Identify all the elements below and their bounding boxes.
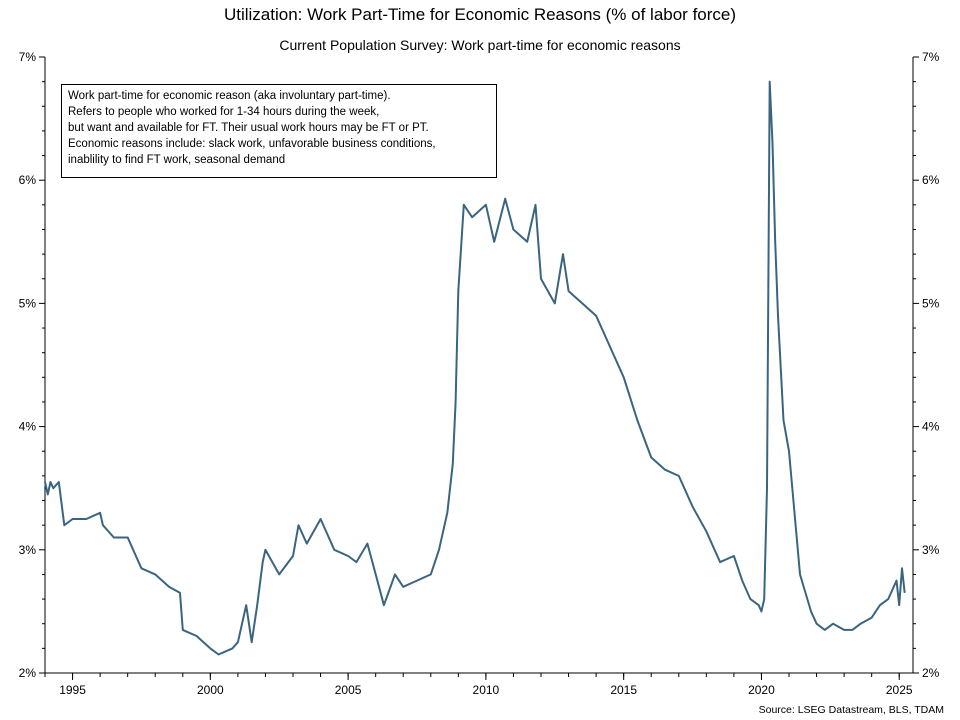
chart-ticks: 2% 2% 3% 3% 4% 4% 5% 5% 6% 6% 7% 7% 1995 2000 2005 2010… xyxy=(19,50,940,697)
annotation-line: Refers to people who worked for 1-34 hou… xyxy=(68,106,380,118)
series-line xyxy=(44,80,906,656)
annotation-line: but want and available for FT. Their usu… xyxy=(68,122,429,134)
x-tick-label: 1995 xyxy=(59,683,86,697)
x-tick-label: 2015 xyxy=(610,683,637,697)
chart-subtitle: Current Population Survey: Work part-tim… xyxy=(279,37,681,53)
y-tick-label-left: 2% xyxy=(19,666,37,680)
source-note: Source: LSEG Datastream, BLS, TDAM xyxy=(758,704,944,716)
annotation-line: inablility to find FT work, seasonal dem… xyxy=(68,154,286,166)
chart-title: Utilization: Work Part-Time for Economic… xyxy=(223,5,737,24)
annotation-line: Work part-time for economic reason (aka … xyxy=(68,90,391,102)
y-tick-label-right: 5% xyxy=(922,296,940,310)
x-tick-label: 2010 xyxy=(473,683,500,697)
y-tick-label-left: 3% xyxy=(19,543,37,557)
y-tick-label-left: 7% xyxy=(19,50,37,64)
y-tick-label-right: 2% xyxy=(922,666,940,680)
annotation-line: Economic reasons include: slack work, un… xyxy=(68,138,436,150)
y-tick-label-right: 4% xyxy=(922,420,940,434)
x-tick-label: 2025 xyxy=(886,683,913,697)
y-tick-label-left: 6% xyxy=(19,173,37,187)
y-tick-label-right: 6% xyxy=(922,173,940,187)
chart-series xyxy=(44,80,906,656)
x-tick-label: 2020 xyxy=(748,683,775,697)
annotation-box: Work part-time for economic reason (aka … xyxy=(61,84,497,178)
y-tick-label-right: 3% xyxy=(922,543,940,557)
y-tick-label-right: 7% xyxy=(922,50,940,64)
y-tick-label-left: 5% xyxy=(19,296,37,310)
chart-axes xyxy=(44,57,914,674)
x-tick-label: 2005 xyxy=(335,683,362,697)
x-tick-label: 2000 xyxy=(197,683,224,697)
y-tick-label-left: 4% xyxy=(19,420,37,434)
